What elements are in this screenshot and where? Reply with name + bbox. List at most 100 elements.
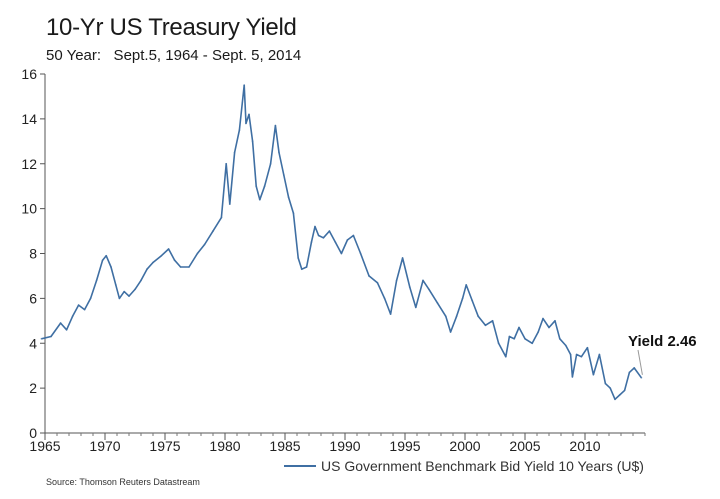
chart-axes: 0 2 4 6 8 10 12 14 16 1965 1970 1975 1980 1985 1990 199… xyxy=(21,66,646,454)
yield-data-point xyxy=(101,259,104,262)
y-tick-label: 16 xyxy=(21,66,37,82)
yield-data-point xyxy=(251,140,254,143)
yield-data-point xyxy=(317,234,320,237)
yield-data-point xyxy=(300,268,303,271)
yield-data-point xyxy=(580,355,583,358)
x-tick-label: 2010 xyxy=(569,438,600,454)
yield-data-point xyxy=(537,331,540,333)
yield-data-point xyxy=(123,290,126,293)
yield-data-point xyxy=(160,254,163,257)
yield-data-point xyxy=(50,335,52,338)
yield-data-point xyxy=(310,241,313,244)
yield-data-point xyxy=(243,84,246,87)
yield-data-point xyxy=(110,266,112,268)
chart-annotation-group: Yield 2.46 xyxy=(628,333,697,375)
yield-data-point xyxy=(188,266,190,268)
y-tick-label: 6 xyxy=(29,290,37,306)
yield-data-point xyxy=(461,297,464,300)
y-tick-label: 0 xyxy=(29,425,37,441)
x-tick-label: 1995 xyxy=(389,438,420,454)
x-tick-label: 1990 xyxy=(329,438,360,454)
x-tick-label: 1970 xyxy=(89,438,120,454)
yield-data-point xyxy=(618,393,621,396)
yield-data-point xyxy=(477,315,480,318)
yield-data-point xyxy=(128,295,130,298)
y-tick-label: 12 xyxy=(21,156,37,172)
yield-data-point xyxy=(444,315,447,318)
y-tick-label: 4 xyxy=(29,335,37,351)
x-tick-label: 2005 xyxy=(509,438,540,454)
yield-data-point xyxy=(105,254,108,257)
yield-data-point xyxy=(305,266,308,268)
yield-data-point xyxy=(592,373,595,376)
chart-legend: US Government Benchmark Bid Yield 10 Yea… xyxy=(284,458,644,474)
yield-data-point xyxy=(146,268,148,271)
yield-data-point xyxy=(59,322,62,324)
yield-data-point xyxy=(83,308,86,311)
yield-data-point xyxy=(569,353,572,356)
x-tick-label: 1965 xyxy=(29,438,60,454)
yield-data-point xyxy=(297,257,300,259)
x-tick-label: 1980 xyxy=(209,438,240,454)
yield-data-point xyxy=(263,185,266,188)
chart-subtitle: 50 Year: Sept.5, 1964 - Sept. 5, 2014 xyxy=(46,47,302,64)
yield-data-point xyxy=(504,355,507,358)
yield-data-point xyxy=(258,198,261,201)
yield-data-point xyxy=(228,203,231,206)
yield-data-point xyxy=(225,162,228,165)
x-tick-label: 1985 xyxy=(269,438,300,454)
yield-data-point xyxy=(114,284,117,286)
yield-data-point xyxy=(359,252,362,255)
y-tick-label: 2 xyxy=(29,380,37,396)
yield-data-point xyxy=(322,236,325,239)
yield-data-point xyxy=(334,241,337,244)
yield-data-point xyxy=(167,248,170,250)
yield-data-point xyxy=(564,344,567,347)
yield-data-point xyxy=(548,326,550,329)
yield-data-point xyxy=(134,288,136,291)
yield-data-point xyxy=(255,185,258,188)
chart-series-group xyxy=(40,84,643,401)
yield-data-point xyxy=(408,286,411,289)
yield-data-point xyxy=(368,275,370,277)
yield-data-point xyxy=(395,279,398,282)
yield-data-point xyxy=(140,279,142,282)
x-tick-label: 1975 xyxy=(149,438,180,454)
yield-data-point xyxy=(340,252,343,255)
yield-data-point xyxy=(513,337,516,340)
annotation-leader-line xyxy=(637,349,643,375)
yield-data-point xyxy=(203,243,206,246)
yield-data-point xyxy=(542,317,544,320)
yield-data-point xyxy=(269,162,272,165)
yield-data-point xyxy=(633,367,636,369)
yield-data-point xyxy=(586,346,589,349)
yield-data-point xyxy=(220,216,223,219)
yield-data-point xyxy=(274,124,277,127)
yield-data-point xyxy=(40,337,43,340)
yield-data-point xyxy=(173,259,176,262)
yield-data-point xyxy=(89,297,92,300)
yield-data-point xyxy=(314,225,316,228)
yield-data-point xyxy=(65,328,68,331)
yield-data-point xyxy=(436,301,439,304)
yield-data-point xyxy=(376,281,379,284)
yield-data-point xyxy=(118,297,121,300)
yield-data-point xyxy=(238,129,241,131)
yield-data-point xyxy=(531,342,534,345)
yield-data-point xyxy=(414,306,417,309)
yield-data-point xyxy=(179,266,182,268)
yield-data-point xyxy=(428,288,430,291)
y-tick-label: 14 xyxy=(21,111,37,127)
yield-data-point xyxy=(628,371,631,374)
yield-data-point xyxy=(77,304,80,307)
yield-data-point xyxy=(292,212,295,215)
yield-data-point xyxy=(278,151,280,154)
y-tick-label: 10 xyxy=(21,201,37,217)
yield-data-point xyxy=(518,326,520,329)
yield-data-point xyxy=(598,353,601,356)
yield-data-point xyxy=(449,331,452,333)
x-tick-label: 2000 xyxy=(449,438,480,454)
yield-data-point xyxy=(383,297,386,300)
yield-data-point xyxy=(471,299,474,302)
